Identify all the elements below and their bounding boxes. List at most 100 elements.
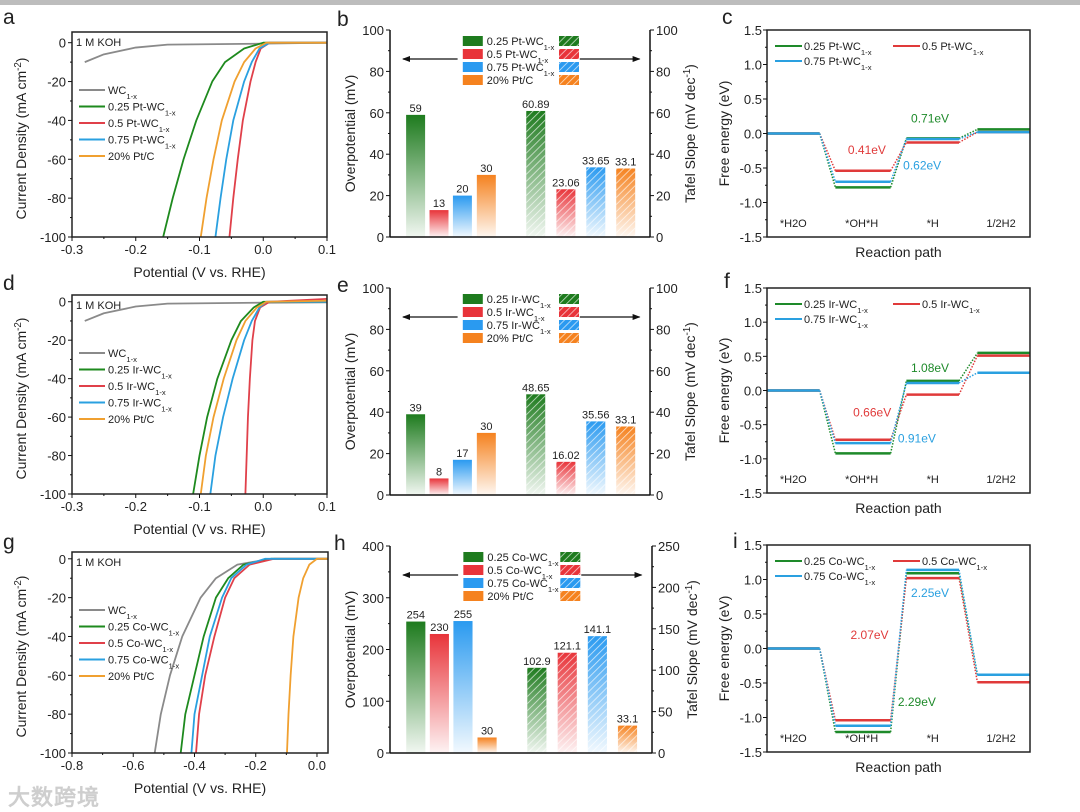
y-tick-label: -80	[47, 707, 66, 722]
tafel-bar-hatch	[586, 167, 606, 237]
legend-label: 0.75 Pt-WC1-x	[487, 62, 555, 78]
legend-hatch	[559, 75, 579, 85]
x-tick-label: -0.1	[188, 499, 210, 514]
y-tick-label: 40	[370, 405, 384, 420]
panel-letter: b	[337, 8, 349, 31]
overpotential-value-label: 8	[436, 466, 442, 478]
plot-frame	[71, 294, 328, 495]
y2-tick-label: 100	[656, 23, 678, 38]
overpotential-bar	[429, 633, 449, 753]
y-tick-label: 0.0	[744, 384, 762, 399]
tafel-value-label: 60.89	[522, 99, 550, 111]
panel-i: i 2.29eV 2.07eV 2.25eV 0.25 Co-WC1-x 0.5 Co-W…	[716, 530, 1031, 775]
overpotential-value-label: 30	[481, 725, 493, 737]
y-tick-label: 80	[370, 64, 384, 79]
legend-hatch	[559, 294, 579, 304]
step-label: 1/2H2	[986, 474, 1015, 486]
step-label: *H	[927, 733, 939, 745]
x-tick-label: -0.2	[125, 499, 147, 514]
tafel-bar-hatch	[557, 652, 577, 753]
y2-tick-label: 60	[656, 106, 670, 121]
y-tick-label: 60	[370, 364, 384, 379]
lsv-curve	[214, 41, 327, 237]
energy-connector	[818, 133, 837, 183]
panel-e: e 39 48.65 0.25 Ir-WC1-x 8 16.02 0.5 Ir-WC1-x 1…	[337, 274, 698, 503]
y-axis-label: Overpotential (mV)	[342, 591, 358, 708]
y-tick-label: -100	[40, 487, 66, 502]
y-tick-label: 0	[59, 295, 66, 310]
tafel-bar-hatch	[556, 461, 576, 495]
panel-letter: c	[722, 6, 733, 29]
y-tick-label: 40	[370, 147, 384, 162]
x-axis-label: Reaction path	[855, 759, 941, 775]
step-label: 1/2H2	[986, 218, 1015, 230]
tafel-value-label: 16.02	[552, 450, 580, 462]
y-tick-label: -100	[40, 746, 66, 761]
panel-b: b 59 60.89 0.25 Pt-WC1-x 13 23.06 0.5 Pt-WC1-x…	[337, 8, 698, 245]
y-tick-label: 1.0	[744, 315, 762, 330]
barrier-annotation: 2.07eV	[851, 628, 889, 642]
legend-label: 0.25 Pt-WC1-x	[108, 102, 176, 118]
y-tick-label: 300	[362, 591, 384, 606]
overpotential-bar	[477, 737, 497, 753]
panel-letter: i	[733, 530, 738, 553]
y2-tick-label: 80	[656, 64, 670, 79]
tafel-value-label: 33.1	[615, 414, 636, 426]
y-axis-label: Free energy (eV)	[716, 81, 732, 187]
legend-label: 0.25 Pt-WC1-x	[804, 41, 872, 57]
y2-tick-label: 100	[658, 663, 680, 678]
tafel-bar-hatch	[556, 189, 576, 237]
legend-label: 0.75 Ir-WC1-x	[804, 314, 868, 330]
tafel-value-label: 33.1	[617, 714, 638, 726]
legend-swatch-solid	[462, 49, 483, 59]
overpotential-value-label: 30	[480, 163, 492, 175]
energy-connector	[958, 131, 978, 144]
x-tick-label: -0.4	[183, 758, 205, 773]
energy-connector	[958, 372, 978, 384]
panel-letter: f	[724, 270, 730, 293]
energy-connector	[818, 390, 837, 440]
y2-tick-label: 50	[658, 705, 672, 720]
legend-label: 0.5 Pt-WC1-x	[922, 41, 984, 57]
legend-swatch-solid	[463, 565, 484, 575]
legend-label: WC1-x	[108, 605, 137, 621]
legend-label: 0.25 Co-WC1-x	[108, 622, 179, 638]
legend-swatch-solid	[462, 75, 483, 85]
panel-letter: d	[3, 272, 15, 295]
x-axis-label: Potential (V vs. RHE)	[134, 780, 266, 796]
y-tick-label: 1.5	[744, 23, 762, 38]
legend-swatch-solid	[462, 36, 483, 46]
lsv-curve	[199, 299, 327, 494]
energy-connector	[958, 131, 978, 140]
y-tick-label: 20	[370, 189, 384, 204]
legend-swatch-solid	[463, 578, 484, 588]
y-tick-label: 0	[377, 746, 384, 761]
y-tick-label: -1.0	[740, 711, 762, 726]
y2-axis-label: Tafel Slope (mV dec-1)	[684, 580, 701, 719]
y-tick-label: 0.5	[744, 349, 762, 364]
y-tick-label: 1.0	[744, 58, 762, 73]
legend-swatch-solid	[462, 320, 483, 330]
lsv-curve	[286, 557, 328, 753]
legend-hatch	[559, 62, 579, 72]
panel-a: a WC1-x0.25 Pt-WC1-x0.5 Pt-WC1-x0.75 Pt-W…	[3, 6, 336, 280]
legend-hatch	[560, 578, 581, 588]
x-tick-label: -0.3	[61, 499, 83, 514]
overpotential-bar	[452, 459, 472, 495]
lsv-curve	[195, 557, 328, 753]
barrier-annotation: 2.25eV	[911, 586, 949, 600]
barrier-annotation: 0.66eV	[853, 405, 891, 419]
legend-label: 0.75 Pt-WC1-x	[804, 56, 872, 72]
y-tick-label: -80	[47, 449, 66, 464]
y-tick-label: -1.0	[740, 196, 762, 211]
x-axis-label: Reaction path	[855, 500, 941, 516]
y-tick-label: -60	[47, 410, 66, 425]
x-axis-label: Reaction path	[855, 244, 941, 260]
overpotential-value-label: 255	[454, 609, 472, 621]
y-tick-label: 0.0	[744, 127, 762, 142]
tafel-value-label: 23.06	[552, 177, 580, 189]
energy-connector	[818, 133, 837, 188]
overpotential-value-label: 59	[409, 103, 421, 115]
y-tick-label: -40	[47, 629, 66, 644]
